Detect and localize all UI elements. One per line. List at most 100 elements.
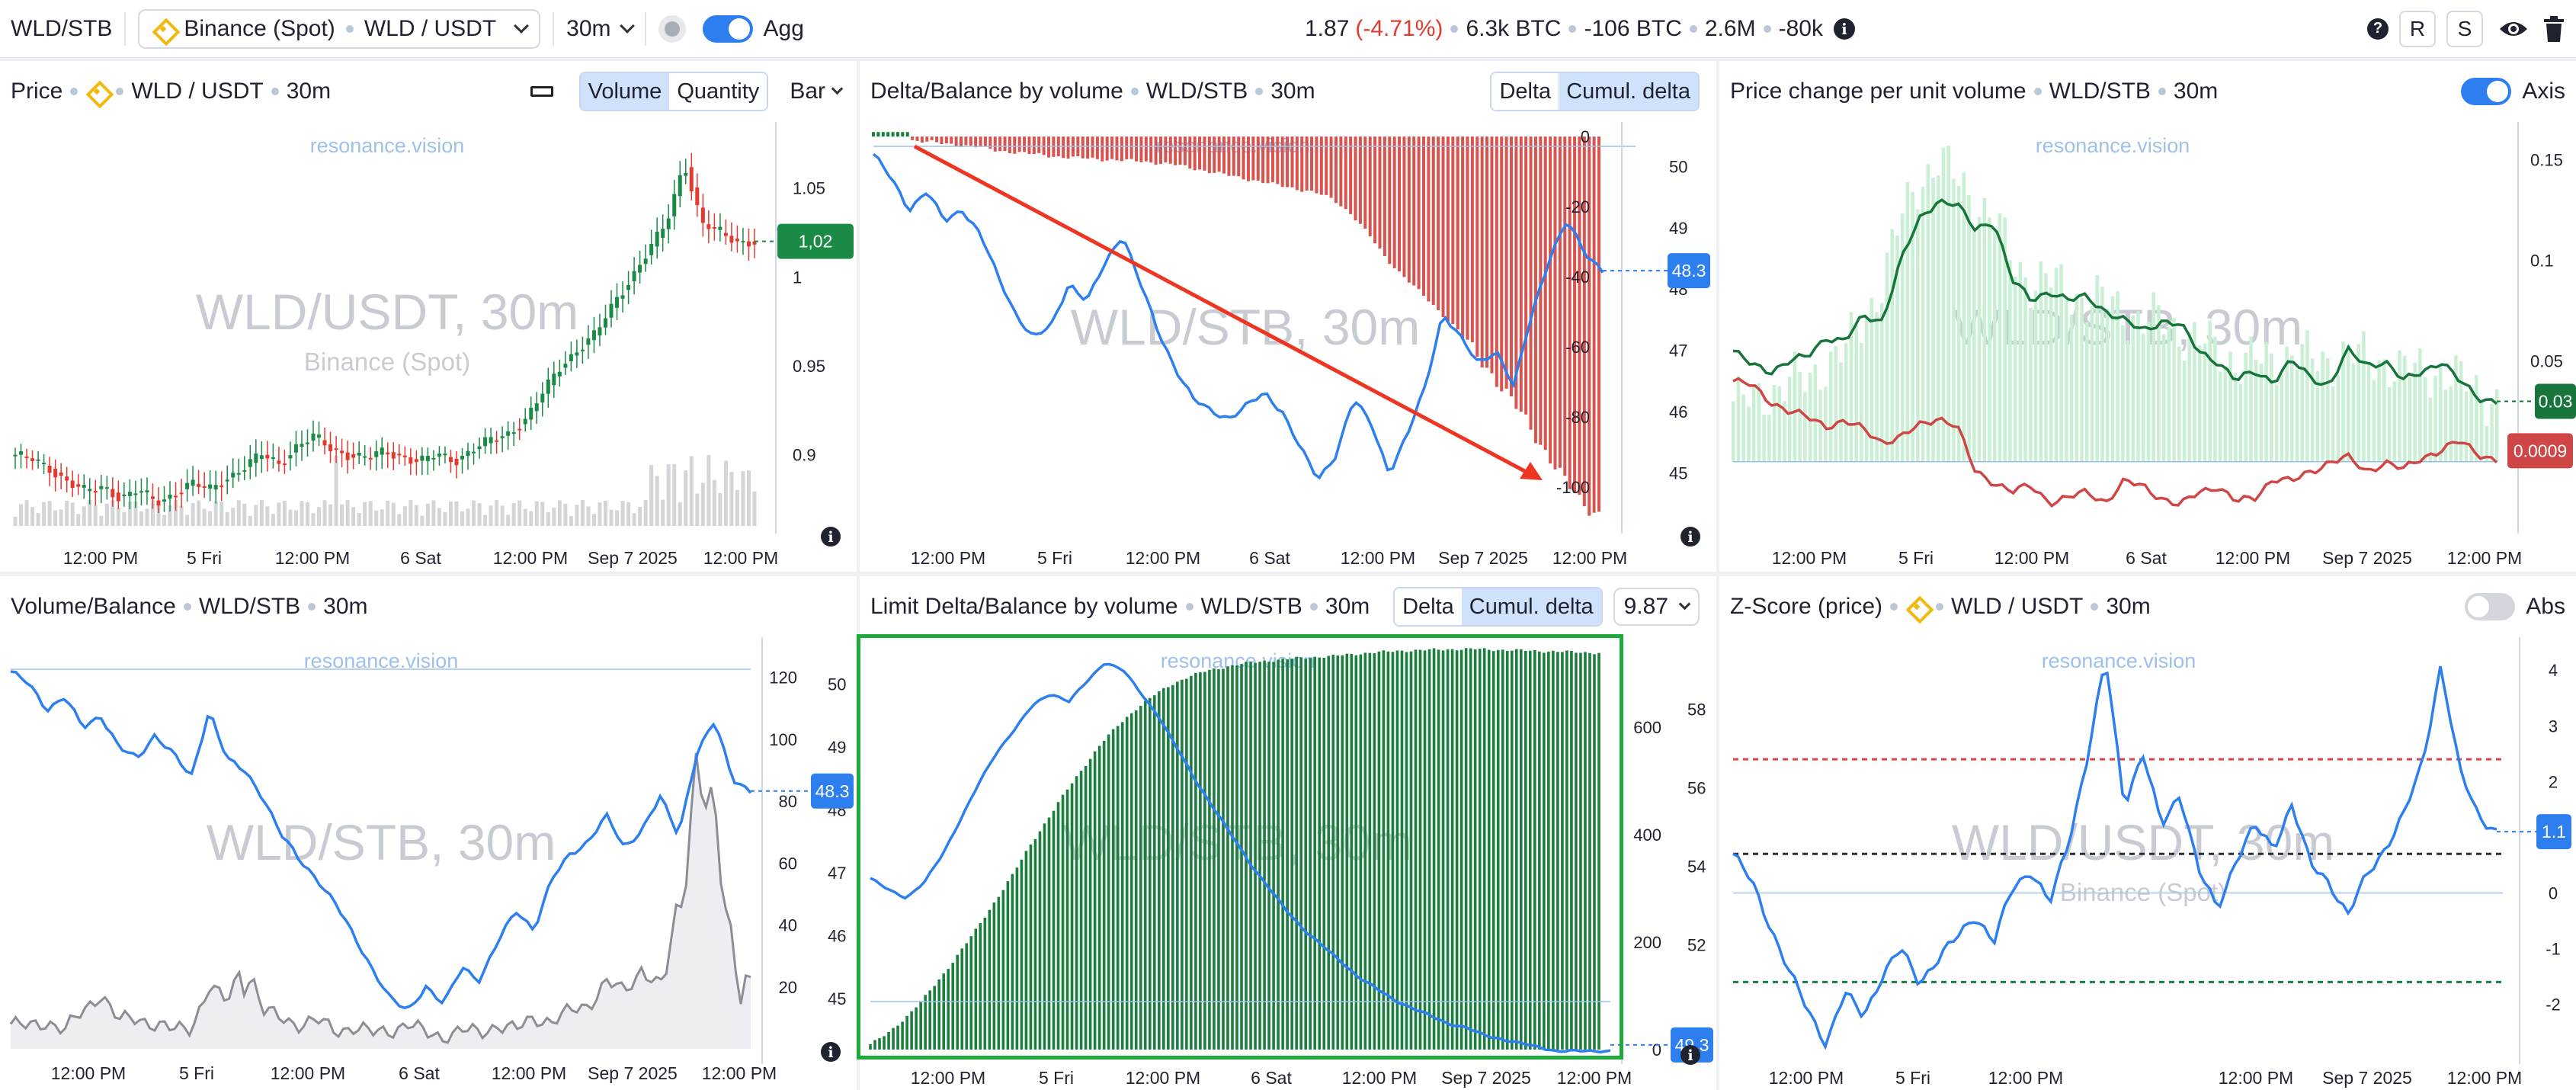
ruler-icon[interactable]	[530, 86, 553, 97]
x-tick-label: 5 Fri	[187, 548, 222, 568]
x-tick-label: 6 Sat	[1249, 548, 1290, 568]
cumul-delta-bar	[896, 132, 899, 137]
divider	[553, 11, 555, 46]
candle-body	[718, 226, 722, 230]
axis-toggle[interactable]	[2461, 78, 2512, 105]
y-tick-label: 0.95	[793, 357, 825, 376]
info-icon	[1680, 527, 1700, 547]
pcu-bar	[2254, 359, 2258, 462]
interval-select[interactable]: 30m	[566, 0, 635, 58]
s-button[interactable]: S	[2446, 10, 2483, 47]
value-badge-label: 48.3	[1672, 261, 1706, 281]
limit-delta-bar	[1441, 650, 1445, 1050]
pcu-bar	[1736, 376, 1741, 462]
pcu-bar	[2090, 306, 2094, 462]
pcu-bar	[1946, 145, 1950, 462]
cumul-delta-bar	[964, 136, 968, 146]
candle-body	[529, 407, 533, 420]
delta-mode-toggle[interactable]: Delta Cumul. delta	[1393, 587, 1603, 627]
symbol-label[interactable]: WLD/STB	[11, 15, 113, 41]
pcu-bar	[1864, 318, 1869, 462]
x-tick-label: 12:00 PM	[911, 548, 985, 568]
pcu-bar	[1849, 312, 1854, 462]
cumul-delta-bar	[1485, 136, 1489, 368]
pcu-bar	[1936, 175, 1940, 462]
candle-body	[443, 454, 447, 456]
candle-body	[271, 457, 275, 460]
record-icon[interactable]	[658, 14, 686, 43]
limit-delta-bar	[1120, 722, 1124, 1050]
cumul-delta-bar	[1286, 136, 1290, 188]
candle-body	[322, 440, 327, 446]
cumul-delta-bar	[1509, 136, 1513, 396]
x-tick-label: 12:00 PM	[1994, 548, 2069, 568]
y-tick-label: 58	[1687, 700, 1706, 719]
cumul-delta-bar	[1003, 136, 1007, 152]
volume-bar	[391, 502, 396, 526]
cumul-delta-bar	[1232, 136, 1235, 176]
cumul-delta-bar	[993, 136, 997, 152]
price-chart[interactable]: resonance.vision WLD/USDT, 30m Binance (Sp…	[0, 122, 857, 572]
cumul-delta-bar	[1305, 136, 1309, 191]
eye-icon[interactable]	[2498, 18, 2529, 40]
volume-bar	[93, 505, 98, 526]
candle-body	[24, 456, 29, 458]
candle-body	[219, 485, 224, 487]
r-button[interactable]: R	[2399, 10, 2436, 47]
volume-option[interactable]: Volume	[580, 73, 670, 110]
volume-bar	[661, 499, 665, 526]
volume-bar	[752, 491, 757, 526]
dot-separator	[70, 88, 78, 95]
exchange-pair-select[interactable]: Binance (Spot) WLD / USDT	[138, 8, 541, 49]
pair-label: WLD / USDT	[1951, 594, 2084, 619]
limit-delta-bar	[1345, 653, 1349, 1050]
pcu-bar	[2008, 260, 2012, 462]
info-icon-glyph: i	[828, 529, 833, 546]
volume-bar	[523, 508, 527, 526]
limit-size-select[interactable]: 9.87	[1613, 588, 1700, 626]
limit-delta-bar	[1377, 651, 1381, 1050]
candle-body	[591, 330, 596, 341]
volume-balance-chart[interactable]: resonance.vision WLD/STB, 30m 120 100 80 60 40…	[0, 637, 857, 1090]
cumul-delta-option[interactable]: Cumul. delta	[1559, 73, 1698, 110]
candle-body	[104, 487, 109, 489]
quantity-option[interactable]: Quantity	[669, 73, 767, 110]
cumul-delta-bar	[876, 132, 880, 137]
pcu-bar	[1988, 217, 1991, 462]
volume-bar	[483, 515, 488, 526]
pcu-bar	[2290, 355, 2294, 462]
delta-option[interactable]: Delta	[1395, 588, 1462, 625]
pcu-bar	[2223, 367, 2228, 462]
trash-icon[interactable]	[2542, 15, 2565, 42]
help-icon[interactable]: ?	[2367, 18, 2389, 40]
chart-watermark: WLD/STB, 30m	[1071, 299, 1420, 355]
limit-delta-bar	[1129, 713, 1133, 1050]
cumul-delta-bar	[998, 136, 1002, 152]
candle-body	[672, 194, 677, 216]
cumul-delta-option[interactable]: Cumul. delta	[1461, 588, 1601, 625]
delta-mode-toggle[interactable]: Delta Cumul. delta	[1490, 72, 1700, 111]
volume-quantity-toggle[interactable]: Volume Quantity	[578, 72, 769, 111]
chart-type-select[interactable]: Bar	[790, 79, 844, 104]
cumul-delta-bar	[1500, 136, 1504, 392]
limit-delta-bar	[1386, 651, 1390, 1050]
volume-bar	[443, 511, 447, 526]
agg-label: Agg	[763, 15, 804, 41]
candle-body	[288, 455, 293, 459]
info-icon[interactable]: i	[1833, 18, 1855, 40]
cumul-delta-bar	[1339, 136, 1343, 207]
pcu-bar	[2305, 330, 2309, 462]
dot-separator	[1568, 24, 1577, 33]
agg-toggle[interactable]	[702, 14, 753, 43]
candle-body	[409, 457, 413, 464]
y-tick-label: 2	[2549, 772, 2558, 791]
x-tick-label: Sep 7 2025	[1438, 548, 1528, 568]
abs-toggle[interactable]	[2465, 593, 2516, 620]
delta-option[interactable]: Delta	[1491, 73, 1559, 110]
info-icon-glyph: i	[1687, 1047, 1693, 1064]
pcu-bar	[1757, 383, 1761, 462]
